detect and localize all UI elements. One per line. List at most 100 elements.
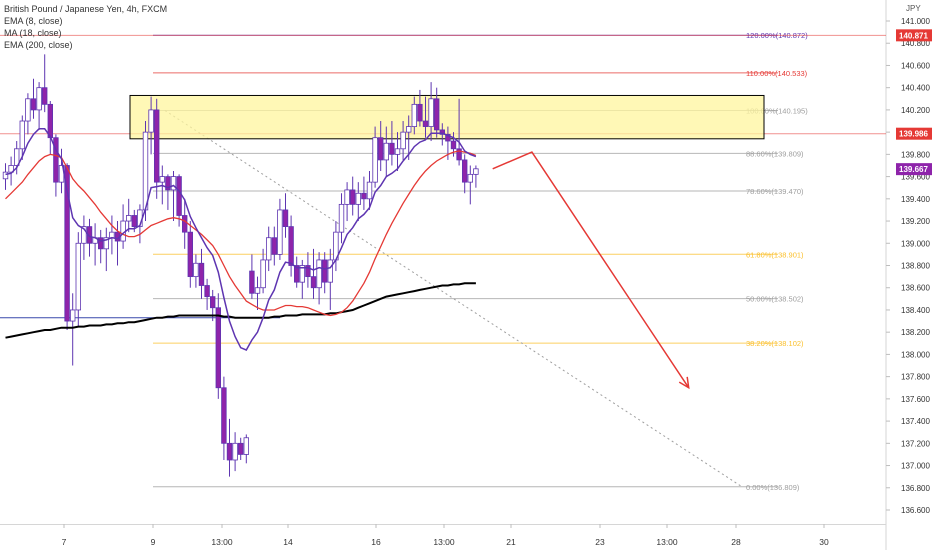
ema8-line [5,128,477,351]
candle-bear [153,109,160,183]
candle-bull [126,215,132,222]
candle-bear [86,226,93,244]
candle-bear [456,148,462,161]
price-badge[interactable] [896,163,932,176]
candle-bull [400,131,406,150]
price-badge[interactable] [896,29,932,42]
candle-bull [344,189,350,205]
candle-bear [305,265,311,278]
candle-bear [422,120,429,127]
time-tick-label: 13:00 [433,537,455,547]
candle-bull [75,242,81,311]
price-tick-label: 136.800 [901,484,930,493]
price-tick-label: 140.400 [901,84,930,93]
price-tick-label: 138.400 [901,306,930,315]
price-tick-label: 139.000 [901,239,930,248]
candle-bull [366,181,373,200]
indicator-lines [5,128,477,351]
price-tick-label: 140.800 [901,39,930,48]
candle-bull [2,171,9,180]
arrow-head[interactable] [678,376,690,390]
candle-bear [176,176,182,216]
candle-bull [232,442,238,461]
candle-bull [372,137,378,183]
candle-bear [187,231,193,278]
zone-rectangle[interactable] [129,94,765,140]
price-badge-label: 139.986 [899,130,928,139]
fib-level-label: 50.00%(138.502) [746,295,804,304]
candle-bull [411,103,417,127]
time-tick-label: 16 [371,537,381,547]
fib-level-label: 78.60%(139.470) [746,187,804,196]
candle-bull [25,98,31,122]
candle-bear [237,442,244,455]
candle-bull [467,173,473,183]
fib-level-label: 38.20%(138.102) [746,339,804,348]
price-tick-label: 140.600 [901,61,930,70]
price-tick-label: 138.600 [901,284,930,293]
time-tick-label: 13:00 [656,537,678,547]
candle-bull [81,226,87,244]
candle-bear [215,307,221,389]
price-tick-label: 139.800 [901,150,930,159]
candle-bear [226,442,233,461]
price-badge[interactable] [896,127,932,140]
candle-bear [131,215,137,228]
indicator-ema200-label[interactable]: EMA (200, close) [4,40,73,50]
candle-bull [170,176,177,191]
time-tick-label: 9 [151,537,156,547]
fib-level-label: 0.00%(136.809) [746,483,800,492]
resistance-zone[interactable] [129,94,765,140]
time-tick-label: 28 [731,537,741,547]
candle-bear [209,296,216,309]
candle-bear [361,192,367,200]
candle-bull [19,120,25,150]
candle-bear [249,270,255,294]
price-tick-label: 138.000 [901,350,930,359]
price-tick-label: 137.000 [901,462,930,471]
candle-bear [417,103,423,122]
candle-bear [198,262,205,286]
time-tick-label: 21 [506,537,516,547]
fib-level-label: 110.00%(140.533) [746,69,808,78]
price-tick-label: 141.000 [901,17,930,26]
price-tick-label: 138.200 [901,328,930,337]
time-tick-label: 13:00 [211,537,233,547]
candle-bear [98,237,104,250]
fib-level-label: 88.60%(139.809) [746,149,804,158]
candle-bull [299,265,305,283]
price-tick-label: 140.200 [901,106,930,115]
chart-legend: British Pound / Japanese Yen, 4h, FXCM E… [4,3,167,51]
price-tick-label: 139.400 [901,195,930,204]
candle-bull [355,192,361,205]
candle-bear [321,259,328,283]
time-axis[interactable]: 7 9 13:00 14 16 13:00 21 23 13:00 28 30 [62,524,829,547]
time-tick-label: 23 [595,537,605,547]
candle-bear [53,137,59,183]
candle-bull [8,165,14,173]
projection-arrow[interactable] [492,151,690,390]
candle-bull [428,98,434,127]
candle-bear [288,226,294,266]
candle-bear [445,133,451,142]
candle-bull [159,176,165,183]
candle-bear [439,129,445,135]
candle-bull [383,142,389,161]
indicator-ema8-label[interactable]: EMA (8, close) [4,16,63,26]
time-tick-label: 7 [62,537,67,547]
candle-bear [282,209,289,228]
ema200-line [5,282,476,339]
candle-bull [394,148,401,155]
candle-bear [181,215,188,233]
candle-bull [473,168,479,175]
price-axis[interactable]: JPY 141.000 140.800 140.600 140.400 140.200 14… [886,4,932,515]
indicator-ma18-label[interactable]: MA (18, close) [4,28,62,38]
candle-bear [389,142,395,155]
candle-bull [265,237,272,261]
fib-level-label: 100.00%(140.195) [746,106,808,115]
arrow-path[interactable] [492,151,690,389]
